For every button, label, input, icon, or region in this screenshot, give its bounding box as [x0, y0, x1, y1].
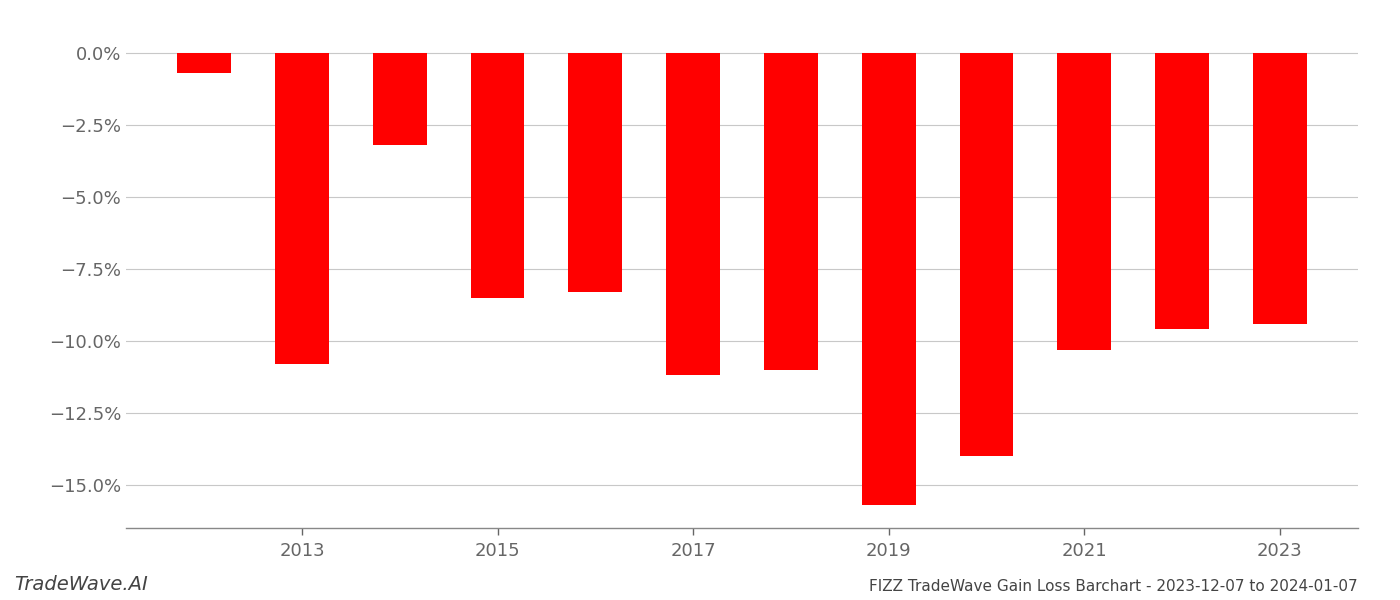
- Bar: [470, 53, 525, 298]
- Bar: [1155, 53, 1208, 329]
- Bar: [666, 53, 720, 376]
- Bar: [1253, 53, 1306, 323]
- Bar: [276, 53, 329, 364]
- Bar: [372, 53, 427, 145]
- Bar: [764, 53, 818, 370]
- Bar: [959, 53, 1014, 456]
- Bar: [178, 53, 231, 73]
- Bar: [568, 53, 622, 292]
- Bar: [1057, 53, 1112, 350]
- Bar: [862, 53, 916, 505]
- Text: TradeWave.AI: TradeWave.AI: [14, 575, 148, 594]
- Text: FIZZ TradeWave Gain Loss Barchart - 2023-12-07 to 2024-01-07: FIZZ TradeWave Gain Loss Barchart - 2023…: [869, 579, 1358, 594]
